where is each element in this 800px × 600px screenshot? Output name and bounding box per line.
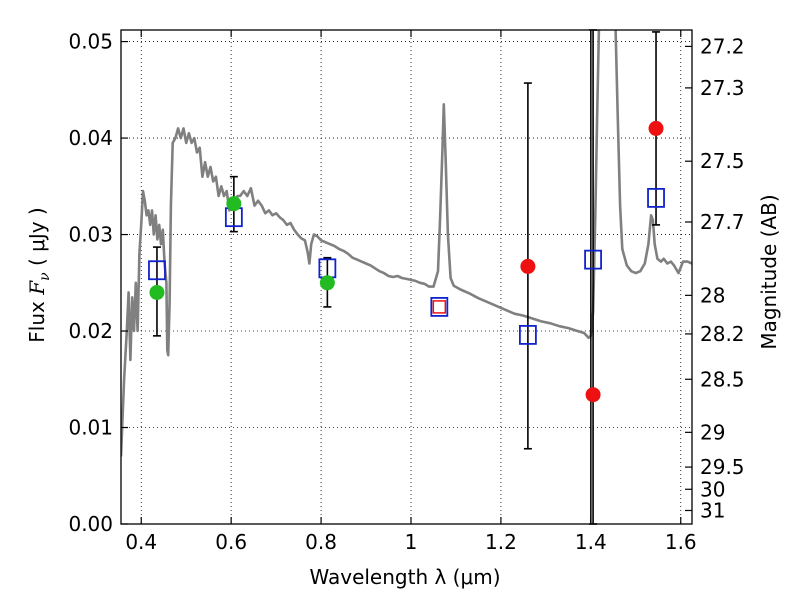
y-axis-title-variable: F <box>25 280 49 296</box>
x-tick-label-1: 0.6 <box>215 530 247 554</box>
point-observed-nir-1 <box>585 387 601 403</box>
point-observed-1.06-0 <box>432 300 447 314</box>
y-axis-title-prefix: Flux <box>25 295 49 343</box>
spectrum-line-main <box>121 30 601 457</box>
plot-frame <box>120 29 693 525</box>
y-tick-label-5: 0.05 <box>68 30 113 54</box>
point-observed-optical-0 <box>149 284 165 300</box>
axis-ticks <box>121 30 692 525</box>
mag-tick-label-0: 27.2 <box>700 34 745 58</box>
x-tick-label-0: 0.4 <box>125 530 157 554</box>
mag-tick-label-10: 31 <box>700 498 725 522</box>
mag-tick-label-4: 28 <box>700 283 725 307</box>
mag-tick-label-7: 29 <box>700 420 725 444</box>
y-tick-label-1: 0.01 <box>68 416 113 440</box>
y-axis-title-units: ( μJy ) <box>25 207 49 272</box>
y-axis-title-subscript: ν <box>37 272 53 281</box>
mag-tick-label-3: 27.7 <box>700 210 745 234</box>
mag-tick-label-8: 29.5 <box>700 455 745 479</box>
mag-tick-label-1: 27.3 <box>700 76 745 100</box>
mag-tick-label-9: 30 <box>700 477 725 501</box>
y-tick-label-2: 0.02 <box>68 319 113 343</box>
x-tick-label-2: 0.8 <box>305 530 337 554</box>
point-model-bandpass-5 <box>584 249 602 270</box>
data-markers <box>148 120 665 403</box>
point-observed-optical-1 <box>226 196 242 212</box>
y-tick-label-4: 0.04 <box>68 126 113 150</box>
y-tick-label-0: 0.00 <box>68 512 113 536</box>
y-tick-label-3: 0.03 <box>68 223 113 247</box>
mag-tick-label-2: 27.5 <box>700 149 745 173</box>
tick-labels: 0.4 0.6 0.8 1 1.2 1.4 1.6 0.00 0.01 0.02 0.03 0.04 0… <box>68 30 744 554</box>
y2-axis-title: Magnitude (AB) <box>757 194 781 349</box>
x-tick-label-5: 1.4 <box>575 530 607 554</box>
mag-tick-label-6: 28.5 <box>700 367 745 391</box>
point-model-bandpass-0 <box>148 260 166 281</box>
point-model-bandpass-6 <box>647 187 665 208</box>
x-tick-label-4: 1.2 <box>485 530 517 554</box>
point-model-bandpass-3 <box>430 297 449 317</box>
model-spectrum <box>121 30 692 457</box>
x-tick-label-6: 1.6 <box>665 530 697 554</box>
point-observed-optical-2 <box>319 275 335 291</box>
mag-tick-label-5: 28.2 <box>700 322 745 346</box>
x-tick-label-3: 1 <box>405 530 418 554</box>
spectrum-line-tail <box>614 30 692 275</box>
y-axis-title: Flux Fν ( μJy ) <box>25 207 53 342</box>
point-model-bandpass-4 <box>518 324 537 345</box>
point-observed-nir-0 <box>520 258 536 274</box>
point-observed-nir-2 <box>648 120 664 136</box>
x-axis-title: Wavelength λ (μm) <box>309 565 500 589</box>
